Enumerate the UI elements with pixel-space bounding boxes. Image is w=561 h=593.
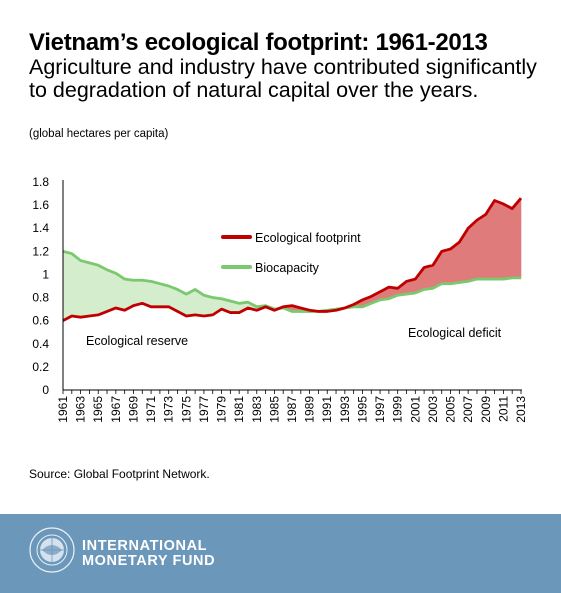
x-tick-label: 2007 — [461, 396, 475, 423]
imf-seal-icon — [29, 527, 75, 573]
x-tick-label: 1977 — [197, 396, 211, 423]
axes: 0 0.2 0.4 0.6 0.8 1 1.2 1.4 1.6 1.8 1961 1963 1965 19… — [32, 175, 528, 423]
x-tick-label: 1961 — [56, 396, 70, 423]
y-tick-label: 1 — [42, 267, 49, 281]
x-tick-label: 1985 — [267, 396, 281, 423]
x-tick-label: 1991 — [320, 396, 334, 423]
chart-subtitle: Agriculture and industry have contribute… — [29, 55, 537, 102]
reserve-fill-segment — [150, 280, 161, 308]
x-tick-label: 1993 — [338, 396, 352, 423]
y-tick-label: 0.2 — [32, 360, 49, 374]
org-name-line2: MONETARY FUND — [82, 553, 216, 569]
x-tick-label: 2001 — [408, 396, 422, 423]
reserve-fill-segment — [80, 260, 90, 318]
deficit-fill-segment — [503, 203, 513, 280]
chart-title: Vietnam’s ecological footprint: 1961-201… — [29, 29, 488, 56]
x-tick-label: 1981 — [232, 396, 246, 423]
y-tick-label: 1.2 — [32, 244, 49, 258]
legend: Ecological footprint Biocapacity — [221, 231, 361, 275]
y-tick-label: 0.4 — [32, 337, 49, 351]
deficit-fill-segment — [511, 197, 522, 279]
x-tick-label: 1983 — [250, 396, 264, 423]
deficit-fill-segment — [423, 264, 434, 290]
y-tick-label: 1.6 — [32, 198, 49, 212]
x-tick-label: 1973 — [162, 396, 176, 423]
x-tick-label: 2005 — [444, 396, 458, 423]
y-tick-label: 0.6 — [32, 314, 49, 328]
deficit-fill-segment — [494, 200, 504, 280]
y-tick-label: 1.8 — [32, 175, 49, 189]
y-tick-label: 1.4 — [32, 221, 49, 235]
reserve-fill-segment — [133, 279, 143, 307]
x-tick-label: 1995 — [356, 396, 370, 423]
reserve-fill-segment — [62, 250, 73, 322]
reserve-fill-segment — [159, 283, 169, 308]
reserve-fill-segment — [106, 269, 117, 312]
reserve-annotation: Ecological reserve — [86, 334, 188, 348]
x-tick-label: 1965 — [91, 396, 105, 423]
reserve-fill-segment — [71, 253, 81, 318]
deficit-fill-segment — [467, 219, 478, 282]
x-tick-label: 1997 — [373, 396, 387, 423]
x-tick-label: 1989 — [303, 396, 317, 423]
deficit-fill-segment — [476, 213, 487, 280]
deficit-fill-segment — [441, 248, 451, 284]
chart-area: 0 0.2 0.4 0.6 0.8 1 1.2 1.4 1.6 1.8 1961 1963 1965 19… — [32, 175, 528, 423]
org-name: INTERNATIONAL MONETARY FUND — [82, 539, 215, 569]
x-tick-label: 1971 — [144, 396, 158, 423]
deficit-annotation: Ecological deficit — [408, 326, 502, 340]
y-tick-label: 0 — [42, 383, 49, 397]
units-note: (global hectares per capita) — [29, 128, 169, 140]
x-tick-label: 1979 — [215, 396, 229, 423]
legend-label-footprint: Ecological footprint — [255, 231, 361, 245]
x-tick-label: 2011 — [496, 396, 510, 422]
x-tick-label: 1963 — [74, 396, 88, 423]
x-tick-label: 2013 — [514, 396, 528, 423]
x-tick-label: 1975 — [179, 396, 193, 423]
reserve-fill-segment — [97, 264, 108, 316]
footer-band: INTERNATIONAL MONETARY FUND — [0, 514, 561, 593]
x-tick-label: 1987 — [285, 396, 299, 423]
y-tick-label: 0.8 — [32, 291, 49, 305]
org-name-line1: INTERNATIONAL — [82, 538, 208, 554]
reserve-fill-segment — [89, 262, 99, 317]
x-tick-label: 1969 — [127, 396, 141, 423]
x-tick-label: 2009 — [479, 396, 493, 423]
x-tick-label: 2003 — [426, 396, 440, 423]
legend-label-biocapacity: Biocapacity — [255, 261, 320, 275]
area-fills — [62, 197, 522, 322]
x-tick-label: 1999 — [391, 396, 405, 423]
source-note: Source: Global Footprint Network. — [29, 467, 210, 481]
x-tick-label: 1967 — [109, 396, 123, 423]
